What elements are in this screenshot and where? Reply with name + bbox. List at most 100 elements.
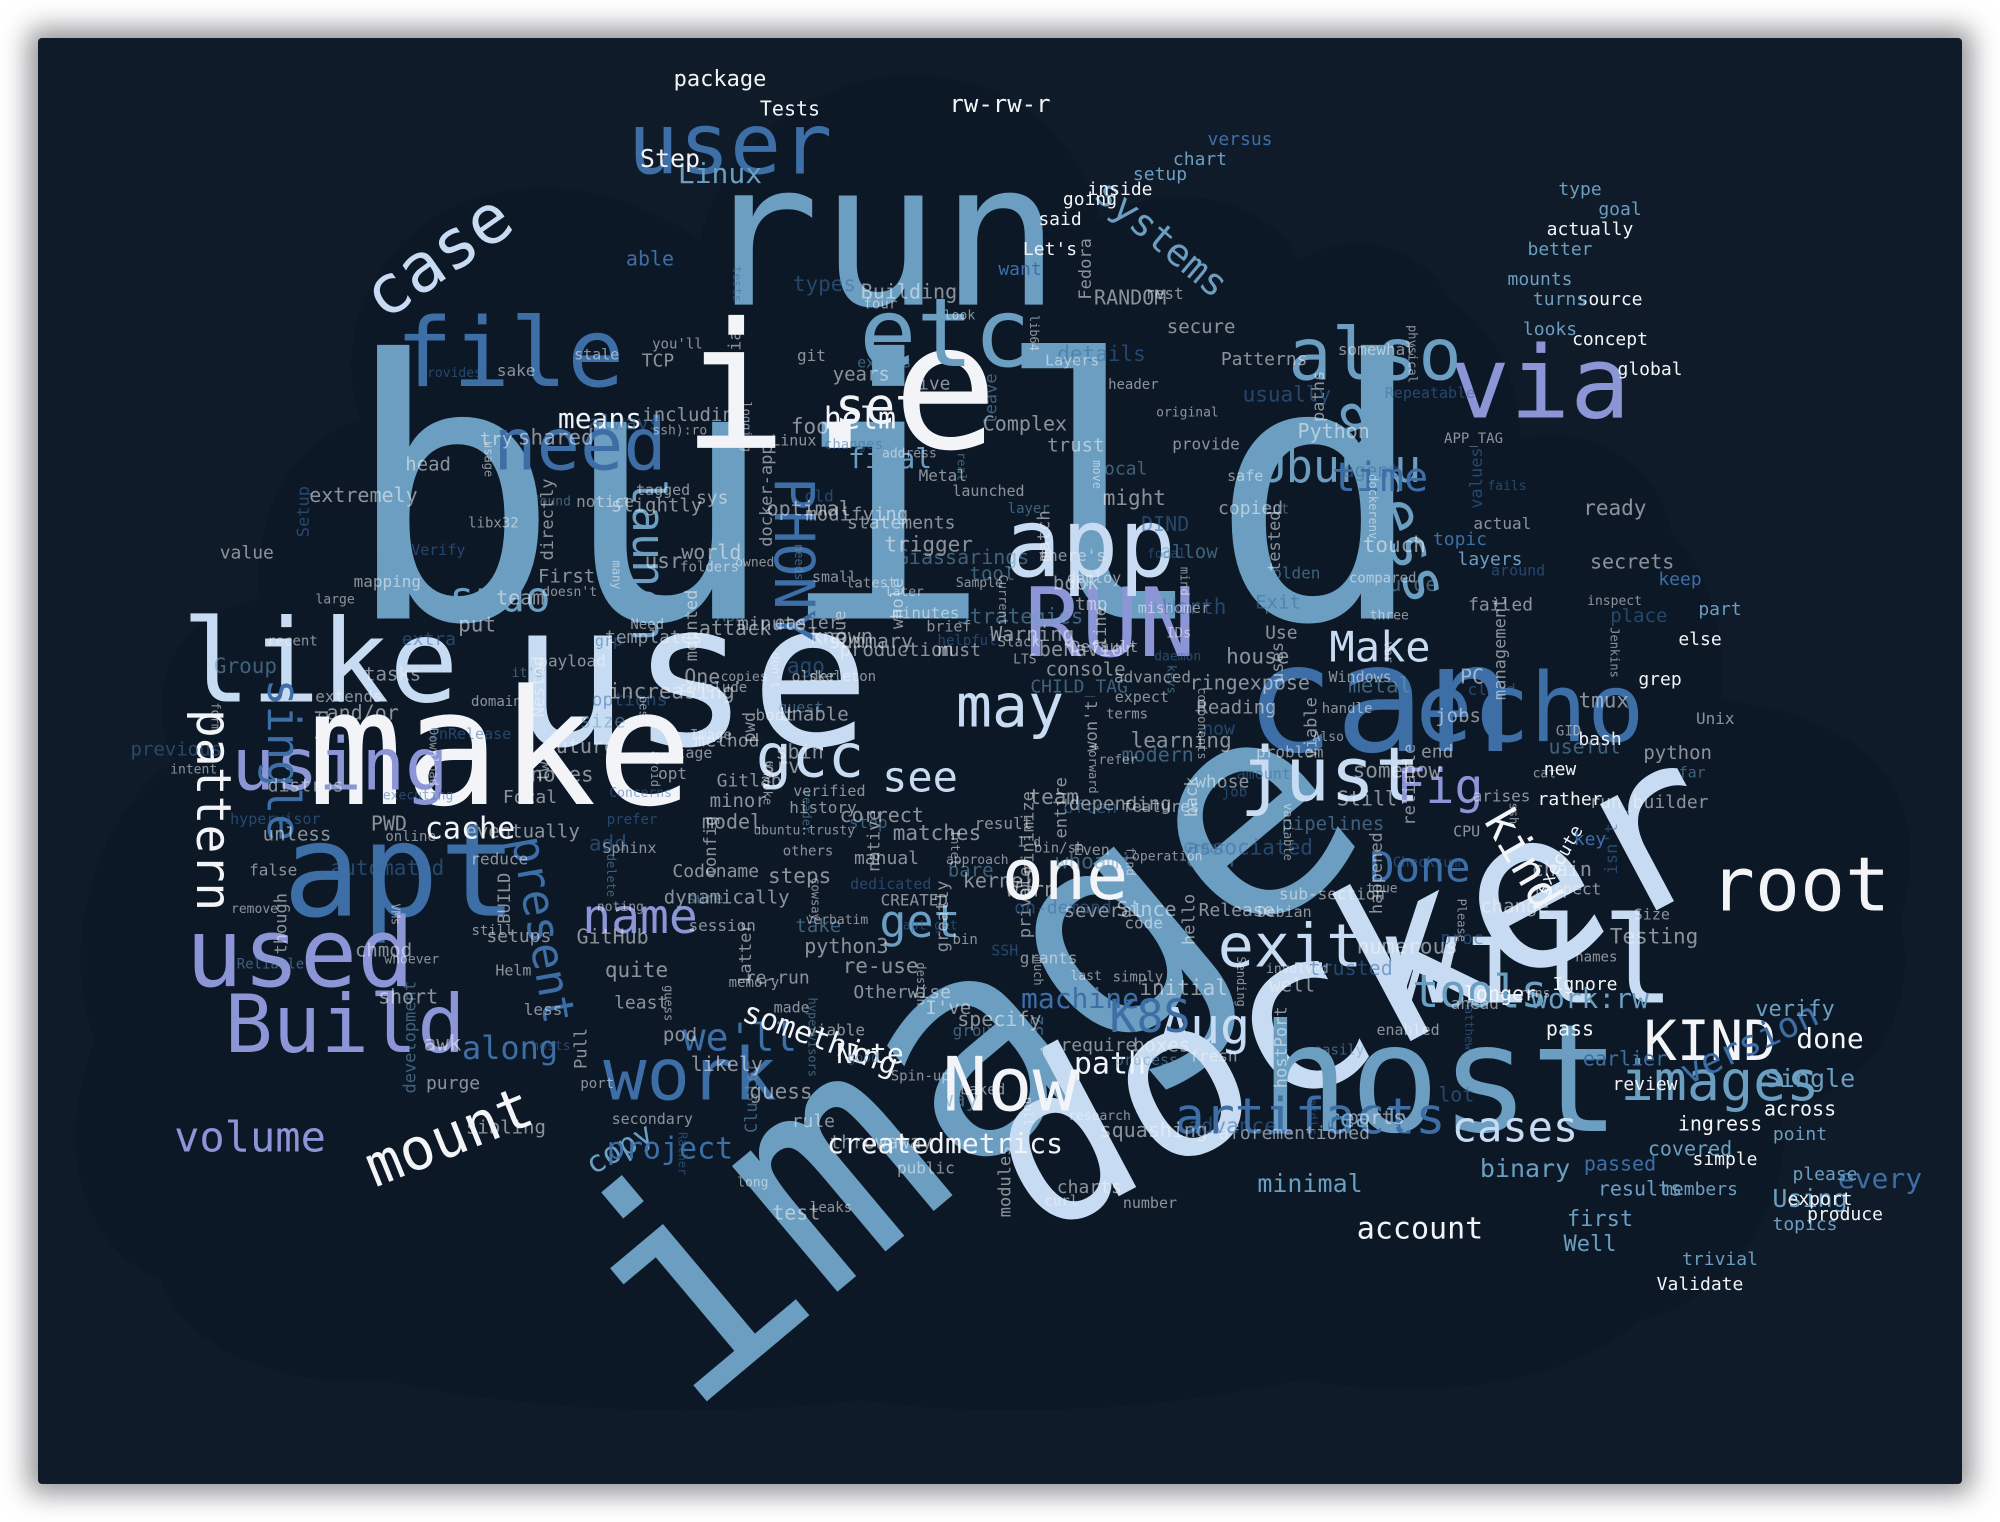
cloud-word: tmp — [1075, 594, 1108, 615]
cloud-word: Since — [1116, 897, 1176, 921]
cloud-word: Group — [214, 654, 277, 678]
cloud-word: turns — [1533, 289, 1587, 310]
cloud-word: whoami — [1056, 849, 1132, 873]
cloud-word: members — [1662, 1179, 1738, 1200]
cloud-word: noting — [597, 900, 644, 915]
cloud-word: Worth — [1163, 595, 1226, 619]
cloud-word: KIND — [1644, 1009, 1776, 1073]
cloud-word: dockerenv — [1366, 474, 1380, 539]
cloud-word: images — [1621, 1049, 1820, 1113]
cloud-word: srv — [763, 754, 801, 778]
cloud-word: history — [789, 798, 857, 817]
cloud-word: latest — [846, 575, 897, 591]
cloud-word: PWD — [371, 812, 407, 836]
cloud-word: Fig — [1397, 759, 1484, 815]
cloud-word: ago — [787, 654, 825, 678]
cloud-word: might — [1103, 486, 1166, 510]
cloud-word: well — [1269, 974, 1315, 996]
cloud-word: won't — [1082, 700, 1102, 751]
cloud-word: domain — [471, 694, 522, 710]
cloud-word: notice — [576, 492, 634, 511]
cloud-word: lot — [1438, 1082, 1474, 1106]
cloud-word: sudo — [449, 573, 550, 622]
cloud-word: done — [1796, 1022, 1863, 1055]
cloud-word: method — [694, 731, 759, 752]
cloud-word: true — [1366, 882, 1397, 897]
cloud-word: metal — [1348, 674, 1411, 698]
cloud-word: focal — [1147, 547, 1186, 562]
cloud-word: header — [1108, 377, 1159, 393]
cloud-word: rule — [792, 1111, 835, 1132]
cloud-word: automated — [331, 856, 445, 880]
cloud-word: usage — [481, 441, 495, 477]
cloud-word: arises — [1473, 786, 1531, 805]
cloud-word: there's — [1039, 546, 1106, 565]
cloud-word: fails — [1487, 479, 1526, 494]
cloud-word: Image — [690, 727, 732, 743]
cloud-word: Need — [630, 617, 664, 633]
cloud-word: easier — [775, 613, 840, 634]
cloud-word: LTS — [1013, 652, 1036, 667]
cloud-word: APP_TAG — [1444, 431, 1503, 447]
cloud-word: whole — [888, 578, 908, 629]
cloud-word: delete — [604, 854, 618, 897]
cloud-word: One — [684, 664, 720, 688]
cloud-word: Gitlab — [717, 771, 782, 792]
cloud-word: terms — [1106, 706, 1148, 722]
cloud-word: rest — [1145, 284, 1184, 303]
cloud-word: Size — [1634, 906, 1670, 924]
cloud-word: and/or — [327, 701, 399, 725]
cloud-word: previous — [130, 739, 222, 761]
cloud-word: Strategies — [957, 604, 1083, 628]
cloud-word: Still — [1337, 786, 1397, 810]
cloud-word: Linux — [771, 431, 816, 449]
cloud-word: way — [940, 1088, 978, 1112]
cloud-word: sub-section — [1279, 885, 1385, 904]
cloud-word: Single — [1765, 1064, 1855, 1093]
cloud-word: distros — [268, 776, 344, 797]
cloud-word: tasks — [364, 664, 421, 686]
cloud-word: learning — [1131, 728, 1232, 752]
cloud-word: modern — [1122, 743, 1194, 767]
cloud-word: dynamically — [664, 886, 790, 908]
cloud-word: cloud — [1468, 680, 1516, 699]
cloud-word: every — [1838, 1162, 1922, 1195]
cloud-word: sure — [687, 890, 723, 908]
cloud-word: invoke — [761, 762, 775, 805]
cloud-word: layer — [1008, 501, 1050, 517]
cloud-word: place — [1610, 605, 1667, 627]
cloud-word: steps — [768, 864, 831, 888]
cloud-word: Concerns — [609, 786, 672, 801]
cloud-word: always — [589, 411, 661, 435]
cloud-word: provides — [419, 366, 482, 381]
cloud-word: move — [1090, 460, 1104, 489]
cloud-word: topics — [1772, 1214, 1837, 1235]
cloud-word: awk — [424, 1031, 462, 1055]
cloud-word: VMs — [388, 903, 402, 925]
cloud-word: Verify — [411, 541, 465, 559]
cloud-word: features — [1122, 797, 1199, 816]
cloud-word: pwd — [740, 712, 760, 743]
cloud-word: Default — [1071, 637, 1138, 656]
cloud-word: boxes — [1133, 1034, 1190, 1056]
cloud-word: Let's — [1023, 239, 1077, 260]
cloud-word: entire — [1051, 777, 1071, 838]
cloud-word: i.e — [682, 287, 998, 490]
cloud-word: it's — [512, 666, 543, 681]
cloud-word: can — [1245, 613, 1516, 787]
cloud-word: line — [1091, 606, 1111, 647]
cloud-word: recent — [267, 633, 318, 649]
cloud-word: hosts — [531, 1039, 570, 1054]
cloud-word: Jenkins — [1607, 627, 1621, 678]
cloud-word: Repeatable — [1385, 384, 1475, 402]
cloud-word: small — [812, 568, 857, 586]
cloud-word: stage — [667, 744, 712, 762]
cloud-word: throwaway — [830, 1132, 933, 1154]
cloud-word: ports — [1347, 1107, 1404, 1129]
cloud-word: remove — [231, 902, 278, 917]
cloud-word: docker-app — [757, 444, 777, 546]
cloud-word: Aug — [1160, 998, 1250, 1056]
cloud-word: cache — [425, 812, 515, 847]
cloud-word: job — [1222, 785, 1247, 801]
cloud-word: variable — [1281, 803, 1295, 861]
